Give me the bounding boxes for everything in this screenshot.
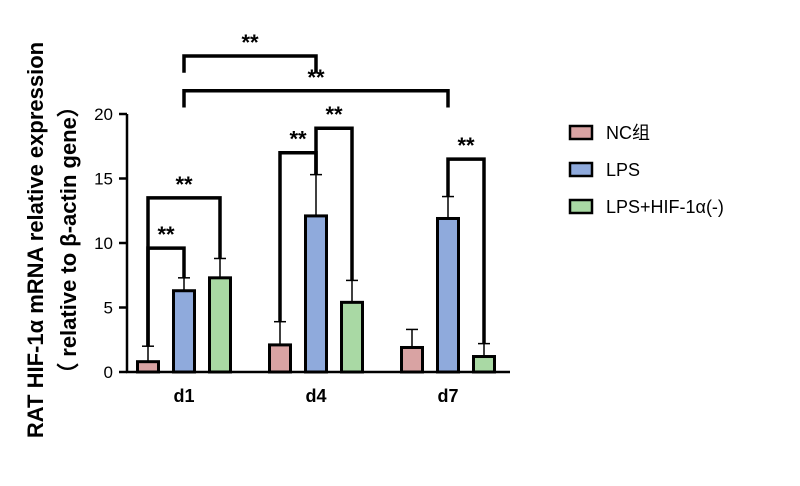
legend: NC组 LPS LPS+HIF-1α(-) bbox=[568, 123, 724, 217]
bar bbox=[304, 214, 328, 374]
significance-label: ** bbox=[307, 65, 325, 90]
significance-label: ** bbox=[289, 127, 307, 152]
y-tick-label: 5 bbox=[104, 299, 113, 318]
significance-bracket bbox=[446, 157, 486, 344]
significance-bracket bbox=[182, 54, 318, 73]
bar bbox=[400, 345, 424, 374]
y-tick-label: 0 bbox=[104, 363, 113, 382]
bar bbox=[208, 276, 232, 374]
legend-label: LPS+HIF-1α(-) bbox=[606, 197, 724, 217]
y-tick-label: 20 bbox=[94, 105, 113, 124]
legend-swatch bbox=[568, 124, 594, 141]
x-category-label: d7 bbox=[437, 386, 458, 406]
significance-label: ** bbox=[157, 222, 175, 247]
bar bbox=[172, 289, 196, 374]
legend-swatch bbox=[568, 198, 594, 215]
legend-label: LPS bbox=[606, 160, 640, 180]
significance-label: ** bbox=[175, 172, 193, 197]
significance-brackets: ************** bbox=[146, 30, 486, 347]
y-axis-label-line2: （ relative to β-actin gene） bbox=[56, 95, 81, 385]
bar bbox=[268, 343, 292, 374]
y-axis-label-line1: RAT HIF-1α mRNA relative expression bbox=[23, 42, 48, 438]
significance-bracket bbox=[182, 89, 450, 108]
significance-label: ** bbox=[325, 102, 343, 127]
significance-label: ** bbox=[457, 133, 475, 158]
significance-bracket bbox=[314, 126, 354, 281]
y-tick-label: 15 bbox=[94, 170, 113, 189]
bar bbox=[340, 300, 364, 374]
bar bbox=[136, 360, 160, 374]
significance-bracket bbox=[146, 196, 222, 347]
x-category-label: d1 bbox=[173, 386, 194, 406]
significance-label: ** bbox=[241, 30, 259, 55]
legend-label: NC组 bbox=[606, 123, 650, 143]
bars bbox=[136, 173, 496, 374]
legend-swatch bbox=[568, 161, 594, 178]
bar bbox=[436, 216, 460, 374]
y-axis-label: RAT HIF-1α mRNA relative expression （ re… bbox=[23, 42, 81, 438]
y-tick-label: 10 bbox=[94, 234, 113, 253]
x-category-label: d4 bbox=[305, 386, 326, 406]
bar bbox=[472, 355, 496, 374]
